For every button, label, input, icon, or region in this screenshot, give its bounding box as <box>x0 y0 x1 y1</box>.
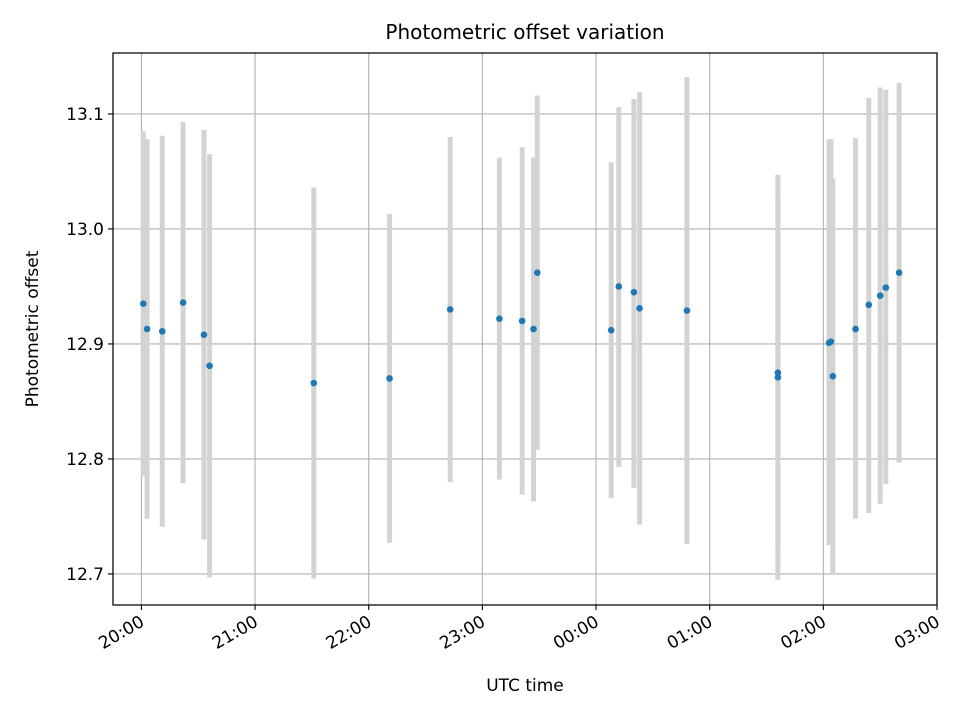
y-axis-label: Photometric offset <box>23 250 43 407</box>
data-point <box>876 292 884 299</box>
data-point <box>827 338 835 345</box>
data-point <box>200 331 208 339</box>
data-point <box>496 315 503 322</box>
data-point <box>386 375 393 382</box>
y-tick-label: 13.0 <box>66 220 104 240</box>
data-point <box>607 326 615 334</box>
data-point <box>446 306 454 313</box>
data-point <box>774 369 782 377</box>
y-tick-label: 12.7 <box>66 565 104 585</box>
data-point <box>158 328 166 335</box>
data-point <box>179 299 187 306</box>
data-point <box>518 317 526 325</box>
data-point <box>615 283 623 290</box>
data-point <box>534 269 541 276</box>
data-point <box>206 362 213 370</box>
data-point <box>140 300 147 308</box>
y-tick-label: 12.9 <box>66 335 104 355</box>
data-point <box>143 325 151 333</box>
y-tick-label: 12.8 <box>66 450 104 470</box>
data-point <box>774 374 782 381</box>
data-point <box>865 301 873 309</box>
data-point <box>882 284 890 291</box>
data-point <box>852 325 859 333</box>
data-point <box>636 305 643 312</box>
y-axis: 12.7 12.8 12.9 13.0 13.1 <box>66 105 113 585</box>
plot-frame <box>112 52 938 606</box>
chart-title: Photometric offset variation <box>385 20 664 44</box>
x-axis-label: UTC time <box>486 676 564 696</box>
point-layer <box>140 269 903 387</box>
data-point <box>683 307 691 314</box>
y-tick-label: 13.1 <box>66 105 104 125</box>
data-point <box>310 379 318 387</box>
data-point <box>829 372 837 380</box>
data-point <box>630 288 638 296</box>
data-point <box>530 325 537 333</box>
data-point <box>895 269 903 276</box>
